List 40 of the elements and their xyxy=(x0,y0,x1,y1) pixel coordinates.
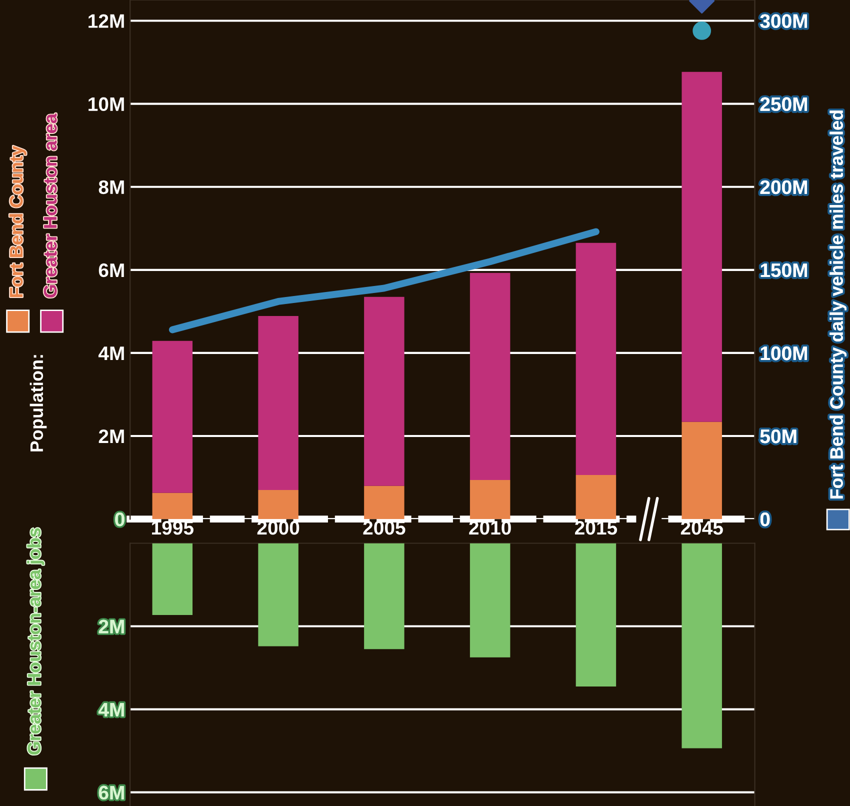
y-tick-label: 0 xyxy=(115,512,124,526)
bar xyxy=(364,486,404,520)
y2-tick-label: 200M xyxy=(760,180,807,194)
y-tick-label: 8M xyxy=(98,180,124,194)
y-tick-label: 4M xyxy=(98,346,124,360)
y-tick-label: 4M xyxy=(98,702,124,716)
bar xyxy=(364,296,404,486)
text: Fort Bend County xyxy=(9,146,26,298)
y2-tick-label: 0 xyxy=(760,512,770,526)
y-tick-label: 12M xyxy=(88,14,124,28)
bar xyxy=(258,543,298,646)
y2-tick-label: 150M xyxy=(760,263,807,278)
bar xyxy=(152,543,193,616)
y2-tick-label: 100M xyxy=(760,346,807,360)
y-tick-label: 6M xyxy=(98,786,124,800)
bar xyxy=(682,543,722,748)
bar xyxy=(152,340,193,493)
bar xyxy=(152,492,193,520)
bar xyxy=(258,316,298,490)
text: Greater Houston area xyxy=(44,113,57,298)
bar xyxy=(364,543,404,650)
bar xyxy=(470,480,510,520)
y2-axis-title: Fort Bend County daily vehicle miles traveled xyxy=(830,110,847,499)
bar xyxy=(576,242,616,476)
legend-title: Population: xyxy=(30,355,47,452)
y2-tick-label: 50M xyxy=(760,429,796,444)
bar xyxy=(576,543,616,686)
bar xyxy=(470,272,510,480)
y-tick-label: 10M xyxy=(88,97,124,112)
y2-tick-label: 300M xyxy=(760,14,807,28)
bar xyxy=(682,72,722,422)
bar xyxy=(470,543,510,658)
y-tick-label: 6M xyxy=(98,263,124,278)
bar xyxy=(682,422,722,520)
text: Greater Houston-area jobs xyxy=(27,528,44,754)
bar xyxy=(258,490,298,520)
bar xyxy=(576,475,616,520)
y-tick-label: 2M xyxy=(98,429,124,444)
y-tick-label: 2M xyxy=(98,620,124,634)
y2-tick-label: 250M xyxy=(760,97,807,112)
